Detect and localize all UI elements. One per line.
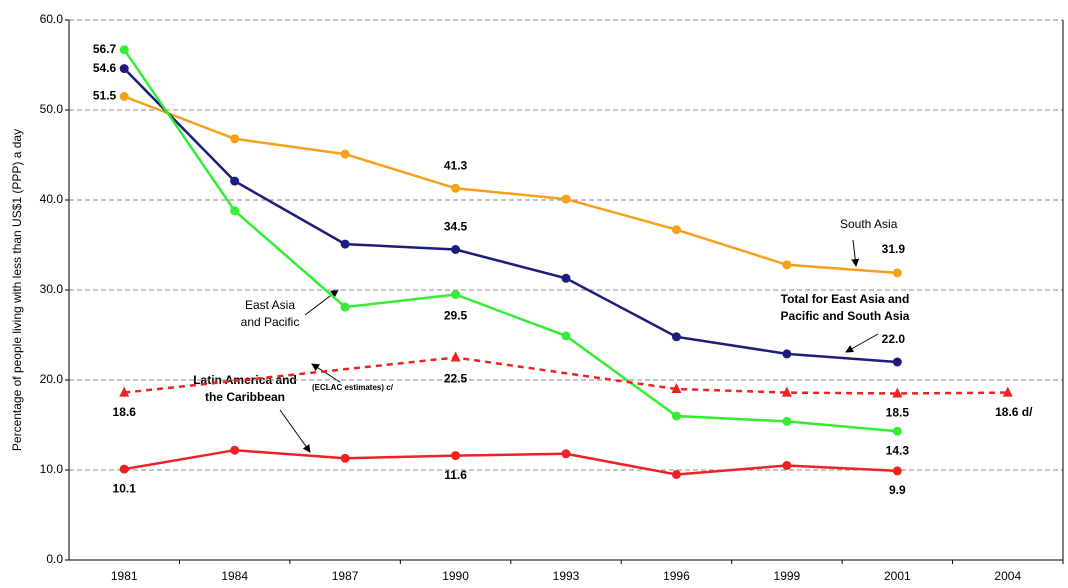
point — [782, 260, 792, 270]
annotation: (ECLAC estimates) c/ — [312, 383, 394, 392]
point — [782, 416, 792, 426]
point — [892, 466, 902, 476]
point — [230, 134, 240, 144]
point — [450, 351, 461, 362]
point — [230, 445, 240, 455]
point — [119, 92, 129, 101]
x-tick-label: 1990 — [442, 569, 469, 583]
y-tick-label: 20.0 — [40, 372, 64, 386]
annotation-arrow — [279, 409, 311, 453]
data-label: 9.9 — [889, 483, 906, 497]
x-tick-label: 1981 — [111, 569, 138, 583]
point — [340, 239, 350, 249]
data-label: 18.5 — [886, 406, 910, 420]
annotation: Pacific and South Asia — [781, 309, 910, 323]
point — [782, 349, 792, 359]
data-label: 34.5 — [444, 220, 468, 234]
annotation-arrow — [851, 239, 860, 267]
data-label: 22.5 — [444, 372, 468, 386]
data-label: 11.6 — [444, 468, 467, 482]
annotation: East Asia — [245, 298, 295, 312]
y-tick-label: 10.0 — [40, 462, 64, 476]
y-tick-label: 50.0 — [40, 102, 64, 116]
data-label: 29.5 — [444, 309, 468, 323]
point — [451, 290, 461, 299]
annotation-arrow — [311, 363, 341, 383]
y-axis-label: Percentage of people living with less th… — [10, 129, 24, 451]
data-label: 10.1 — [113, 481, 137, 495]
point — [340, 149, 350, 159]
x-tick-label: 2004 — [994, 569, 1021, 583]
x-tick-label: 1999 — [774, 569, 801, 583]
point — [892, 387, 903, 398]
data-label: 56.7 — [93, 42, 117, 56]
x-tick-label: 1987 — [332, 569, 359, 583]
point — [561, 194, 571, 204]
series-line — [123, 95, 898, 275]
series-line — [123, 48, 898, 433]
y-tick-label: 30.0 — [40, 282, 64, 296]
point — [892, 268, 902, 278]
annotation: the Caribbean — [205, 390, 285, 404]
data-label: 18.6 — [113, 405, 137, 419]
point — [781, 386, 792, 397]
y-tick-label: 0.0 — [46, 552, 63, 566]
series-line — [124, 448, 898, 476]
data-label: 14.3 — [886, 443, 910, 457]
y-tick-label: 40.0 — [40, 192, 64, 206]
point — [1002, 386, 1013, 397]
data-label: 31.9 — [882, 242, 906, 256]
series-line — [124, 356, 1008, 395]
point — [119, 464, 129, 474]
point — [671, 470, 681, 479]
x-tick-label: 1984 — [221, 569, 248, 583]
point — [119, 386, 130, 397]
x-tick-label: 2001 — [884, 569, 911, 583]
point — [561, 273, 571, 283]
point — [892, 357, 902, 367]
annotation: and Pacific — [241, 315, 300, 329]
annotation-arrow — [304, 289, 339, 316]
point — [561, 449, 571, 459]
point — [782, 461, 792, 470]
point — [671, 225, 681, 235]
point — [340, 302, 350, 312]
point — [451, 451, 461, 461]
point — [671, 383, 682, 393]
point — [340, 453, 350, 463]
data-label: 22.0 — [882, 332, 906, 346]
point — [892, 426, 902, 436]
data-label: 18.6 d/ — [995, 405, 1033, 419]
point — [230, 176, 240, 186]
point — [451, 245, 461, 254]
data-label: 54.6 — [93, 61, 117, 75]
point — [230, 206, 240, 216]
point — [561, 331, 571, 341]
point — [451, 183, 461, 193]
data-label: 41.3 — [444, 158, 468, 172]
point — [119, 64, 129, 74]
point — [671, 411, 681, 421]
annotation: South Asia — [840, 217, 898, 231]
data-label: 51.5 — [93, 89, 117, 103]
point — [119, 45, 129, 55]
series-line — [123, 67, 898, 364]
y-tick-label: 60.0 — [40, 12, 64, 26]
x-tick-label: 1996 — [663, 569, 690, 583]
annotation-arrow — [845, 333, 879, 353]
point — [671, 332, 681, 342]
annotation: Total for East Asia and — [781, 292, 910, 306]
x-tick-label: 1993 — [553, 569, 580, 583]
